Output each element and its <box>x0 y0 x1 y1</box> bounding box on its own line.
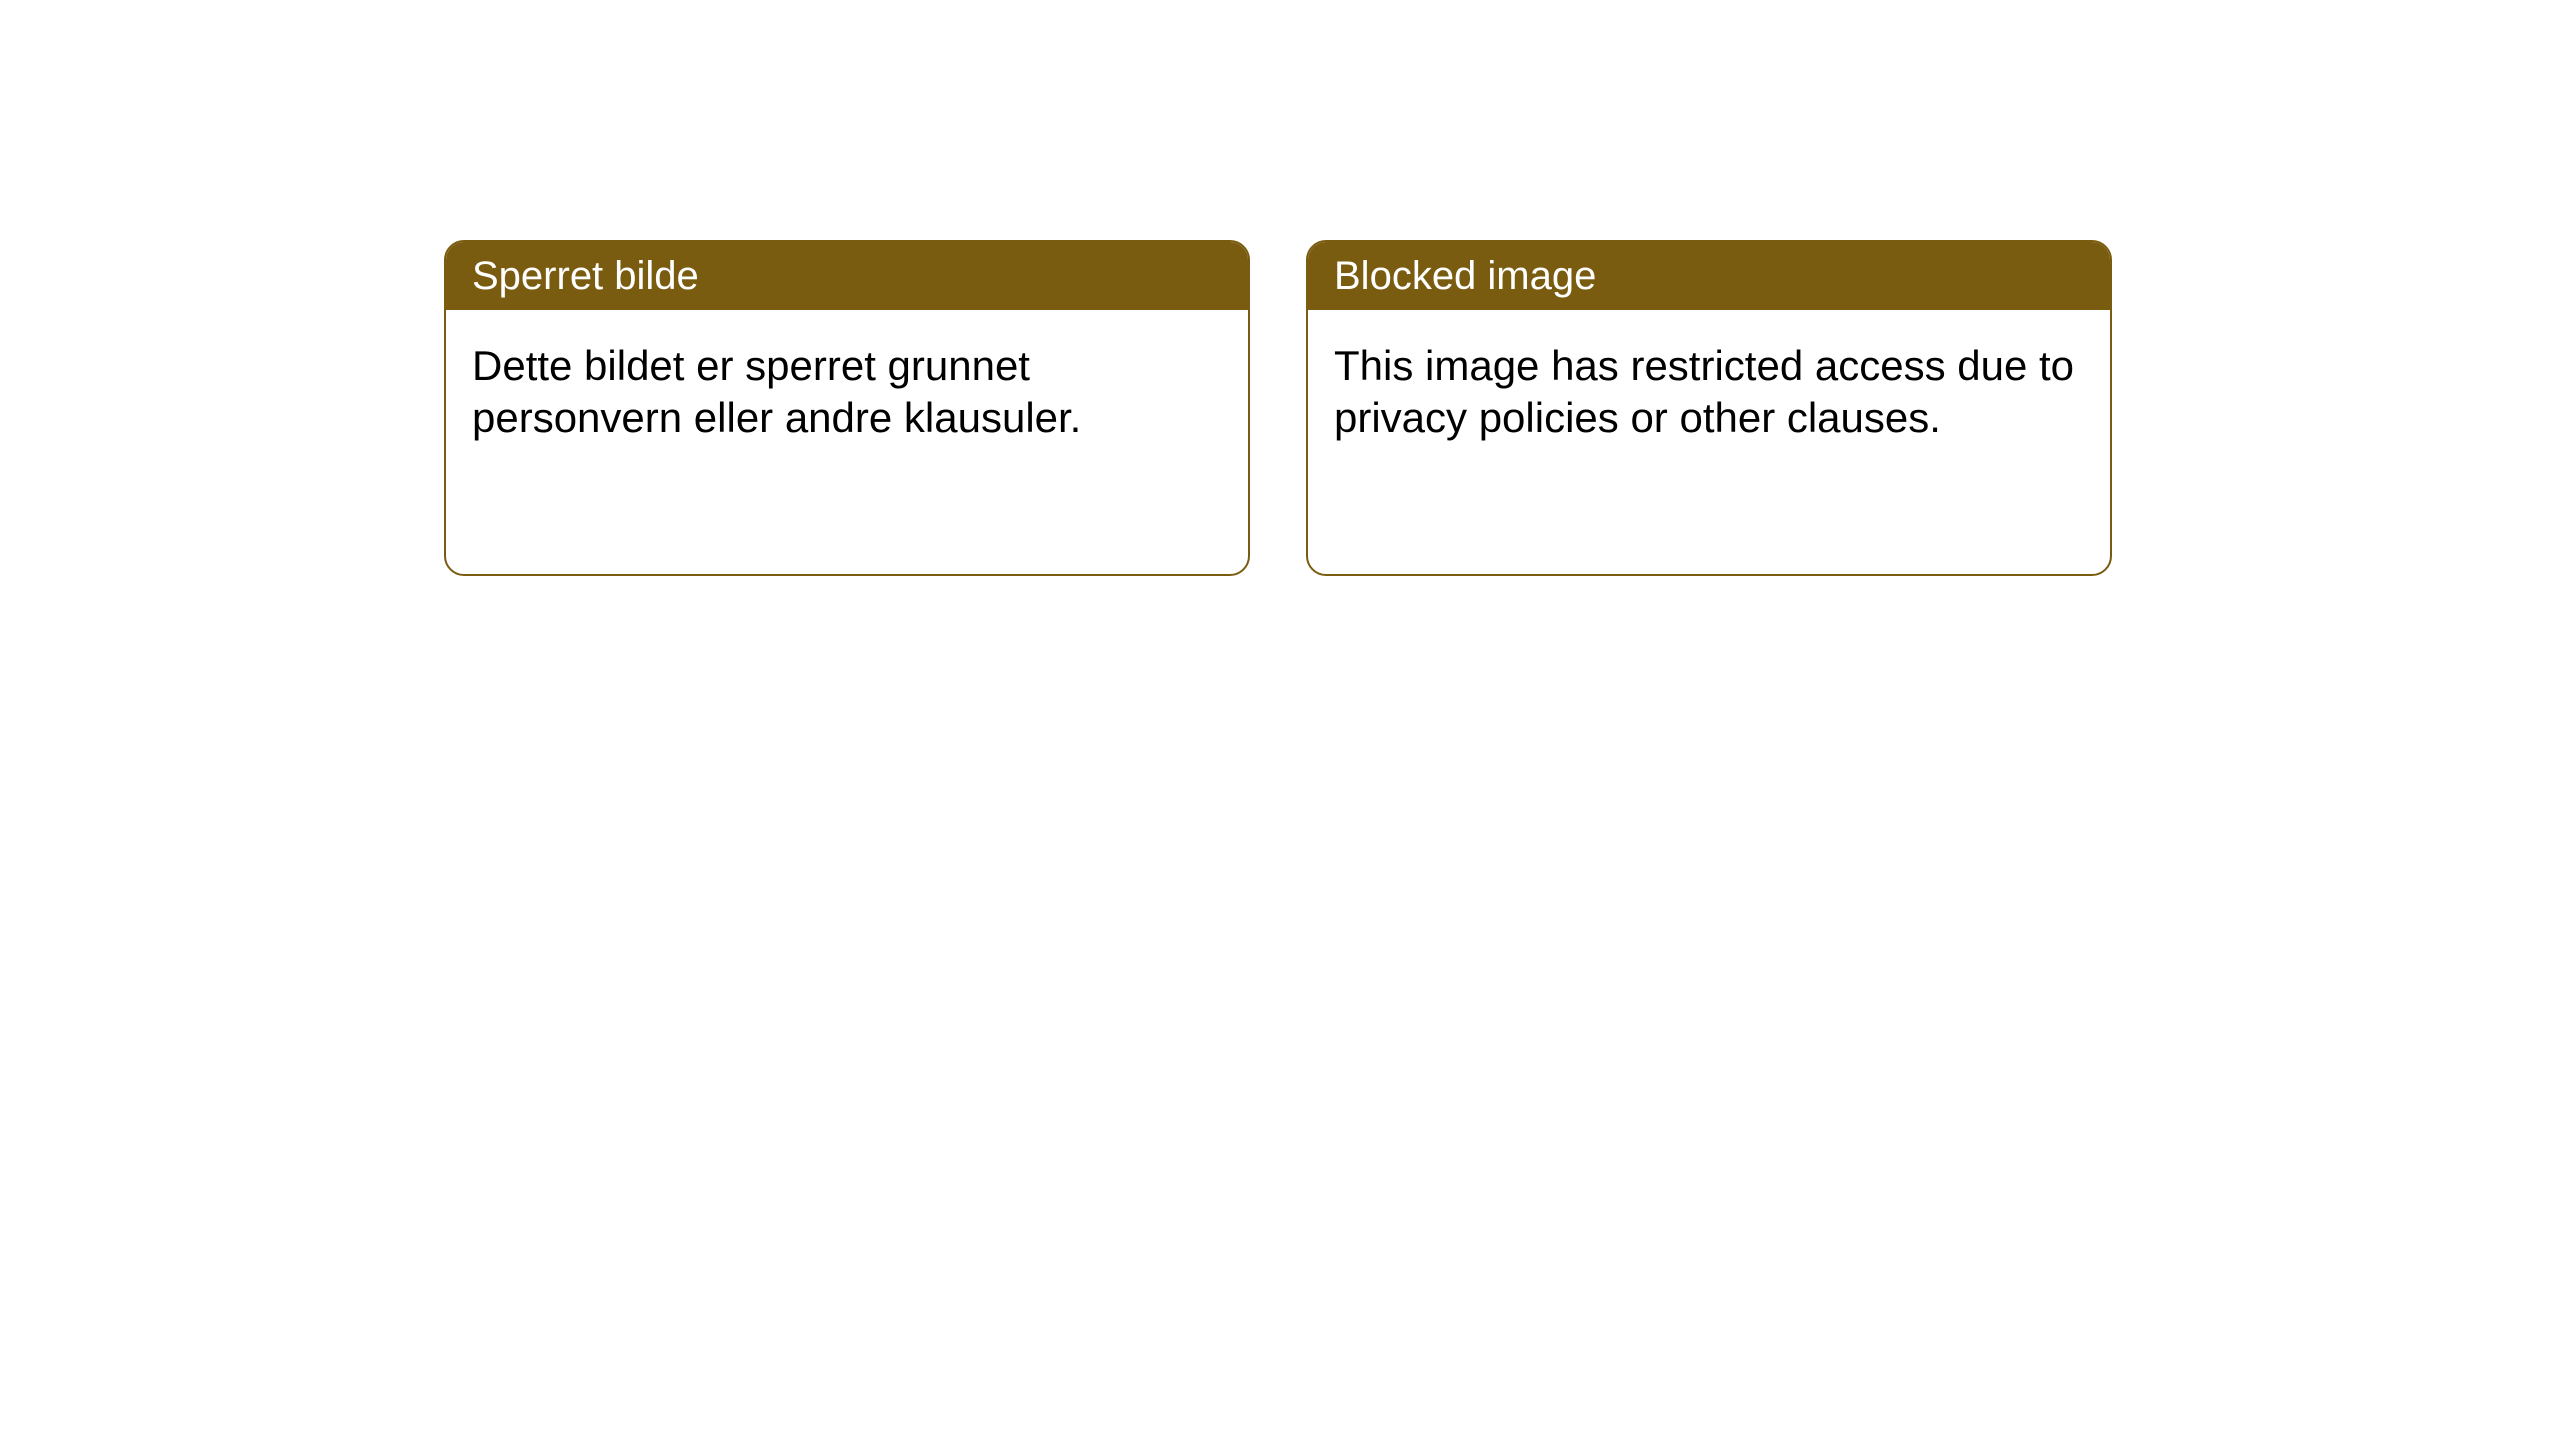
notice-title-norwegian: Sperret bilde <box>446 242 1248 310</box>
notice-card-norwegian: Sperret bilde Dette bildet er sperret gr… <box>444 240 1250 576</box>
notice-body-english: This image has restricted access due to … <box>1308 310 2110 473</box>
notice-title-english: Blocked image <box>1308 242 2110 310</box>
notice-body-norwegian: Dette bildet er sperret grunnet personve… <box>446 310 1248 473</box>
notice-card-english: Blocked image This image has restricted … <box>1306 240 2112 576</box>
notice-container: Sperret bilde Dette bildet er sperret gr… <box>0 0 2560 576</box>
